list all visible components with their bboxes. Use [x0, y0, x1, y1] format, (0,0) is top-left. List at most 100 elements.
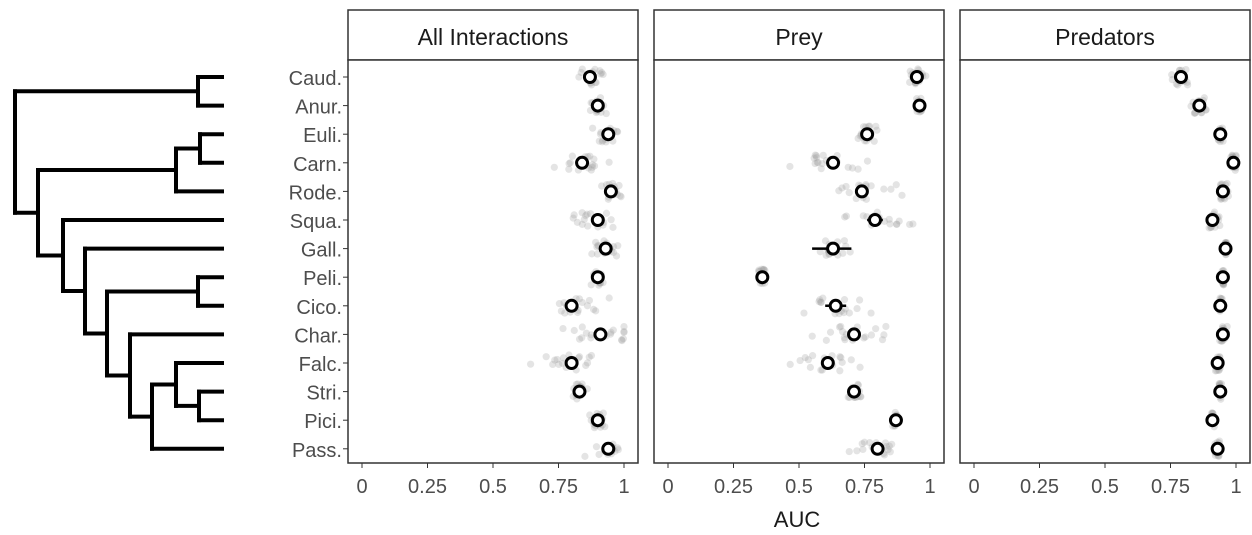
facet-strip-label: All Interactions	[418, 24, 569, 50]
jitter-point	[596, 67, 604, 75]
jitter-point	[588, 163, 596, 171]
jitter-point	[578, 334, 586, 342]
jitter-point	[853, 304, 861, 313]
jitter-point	[617, 193, 625, 201]
mean-point	[828, 298, 843, 313]
jitter-point	[590, 155, 598, 163]
jitter-point	[607, 216, 615, 224]
jitter-point	[892, 181, 900, 189]
jitter-point	[838, 358, 846, 366]
taxon-label: Pass.	[292, 440, 342, 462]
jitter-point	[867, 309, 875, 317]
mean-point	[582, 70, 597, 84]
jitter-point	[588, 161, 597, 169]
x-tick-label: 1	[924, 476, 935, 498]
mean-point	[603, 184, 618, 199]
taxon-label: Euli.	[303, 125, 342, 147]
mean-point	[590, 270, 605, 285]
taxon-label: Cico.	[296, 297, 342, 319]
jitter-point	[582, 361, 590, 370]
jitter-point	[557, 307, 565, 315]
jitter-point	[577, 68, 585, 77]
jitter-point	[813, 158, 821, 167]
jitter-point	[786, 162, 794, 171]
mean-point	[826, 241, 841, 256]
mean-point	[860, 127, 875, 142]
jitter-point	[860, 438, 869, 446]
jitter-point	[573, 218, 581, 226]
jitter-point	[840, 334, 849, 342]
jitter-point	[812, 152, 820, 160]
jitter-point	[602, 209, 611, 217]
taxon-label: Peli.	[303, 268, 342, 290]
jitter-point	[816, 296, 824, 304]
jitter-point	[839, 249, 847, 257]
jitter-point	[607, 330, 615, 338]
mean-point	[1215, 184, 1230, 199]
jitter-point	[906, 220, 914, 229]
jitter-point	[605, 294, 613, 302]
jitter-point	[575, 335, 584, 343]
mean-point	[590, 213, 605, 227]
jitter-point	[558, 359, 567, 367]
mean-point	[755, 270, 770, 285]
jitter-point	[885, 215, 893, 223]
jitter-point	[786, 360, 794, 369]
jitter-point	[846, 248, 854, 256]
x-tick-label: 0.25	[1020, 476, 1059, 498]
panel-frame	[653, 59, 945, 464]
jitter-point	[854, 165, 862, 173]
mean-point	[854, 184, 869, 199]
jitter-point	[583, 210, 591, 218]
jitter-point	[587, 351, 596, 360]
jitter-point	[613, 127, 621, 135]
mean-point	[601, 127, 616, 142]
jitter-point	[578, 209, 586, 217]
jitter-point	[582, 212, 590, 220]
mean-point	[826, 155, 841, 170]
jitter-point	[838, 184, 846, 192]
jitter-point	[565, 160, 573, 168]
jitter-point	[863, 157, 872, 165]
jitter-point	[569, 214, 577, 222]
jitter-point	[549, 360, 557, 369]
jitter-point	[837, 322, 845, 331]
jitter-point	[888, 440, 896, 448]
jitter-point	[856, 363, 864, 371]
mean-point	[1213, 384, 1228, 399]
jitter-point	[887, 185, 895, 193]
jitter-point	[1168, 71, 1176, 79]
jitter-point	[592, 238, 600, 246]
jitter-point	[566, 159, 574, 167]
jitter-point	[882, 322, 890, 331]
jitter-point	[817, 298, 825, 306]
jitter-point	[811, 159, 819, 168]
facet-strip	[959, 9, 1251, 61]
jitter-point	[826, 328, 835, 336]
jitter-point	[1184, 81, 1192, 89]
x-tick-label: 1	[618, 476, 629, 498]
x-tick-label: 0.5	[479, 476, 507, 498]
jitter-point	[575, 353, 584, 361]
jitter-point	[587, 166, 595, 174]
x-tick-label: 0	[662, 476, 673, 498]
phylogenetic-tree	[13, 75, 224, 451]
jitter-point	[555, 300, 563, 308]
mean-point	[912, 98, 927, 113]
jitter-point	[599, 70, 607, 79]
mean-point	[590, 413, 605, 428]
jitter-point	[593, 250, 602, 258]
jitter-point	[836, 353, 844, 361]
jitter-point	[842, 212, 850, 220]
mean-point	[1210, 441, 1225, 456]
jitter-point	[578, 298, 586, 307]
jitter-point	[559, 324, 567, 333]
jitter-point	[821, 237, 830, 245]
mean-point	[888, 413, 903, 428]
mean-point	[1213, 298, 1228, 313]
mean-point	[1173, 70, 1188, 84]
jitter-point	[842, 182, 850, 191]
x-tick-label: 0.25	[714, 476, 753, 498]
mean-point	[575, 155, 590, 170]
facet-strip-label: Predators	[1055, 24, 1155, 50]
